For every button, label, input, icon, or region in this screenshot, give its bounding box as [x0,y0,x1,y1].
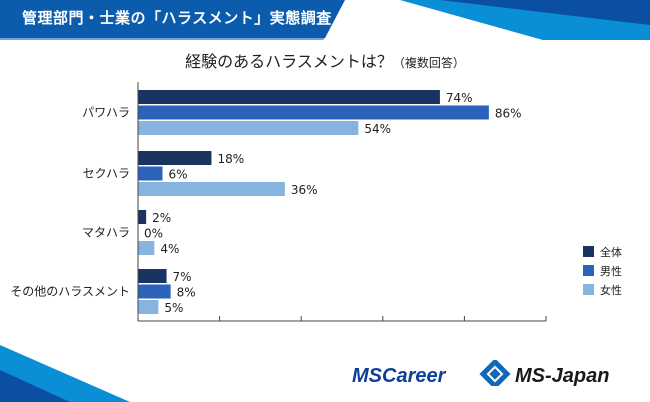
header-banner [0,0,650,40]
bar [138,300,159,314]
logos: MSCareer MS-Japan [352,360,609,386]
data-label: 18% [217,152,244,166]
bar [138,121,359,135]
bar [138,105,489,120]
category-label: セクハラ [83,167,130,181]
legend-label: 男性 [600,264,622,278]
data-label: 7% [173,270,192,284]
data-label: 36% [291,183,318,197]
ms-japan-logo-mark [479,360,511,386]
legend-label: 全体 [600,245,622,259]
data-label: 0% [144,227,163,241]
bar [138,166,163,181]
data-label: 4% [160,242,179,256]
bar [138,269,167,283]
header-title: 管理部門・士業の「ハラスメント」実態調査 [22,9,332,27]
data-label: 54% [364,122,391,136]
bar [138,90,440,104]
category-label: マタハラ [82,226,130,240]
data-label: 8% [177,286,196,300]
legend-label: 女性 [600,283,622,297]
chart-title-text: 経験のあるハラスメントは？ [185,52,393,71]
chart-title: 経験のあるハラスメントは？（複数回答） [0,48,650,72]
data-label: 86% [495,107,522,121]
data-label: 74% [446,91,473,105]
bar [138,284,171,299]
legend-swatch [583,265,594,276]
category-label: パワハラ [82,106,130,120]
bar [138,241,155,255]
data-label: 5% [164,301,183,315]
data-label: 6% [168,168,187,182]
data-label: 2% [152,211,171,225]
bar [138,151,212,165]
chart-subtitle: （複数回答） [392,56,465,70]
bar [138,182,285,196]
legend-swatch [583,284,594,295]
bar [138,210,147,224]
mscareer-logo: MSCareer [352,365,447,386]
legend-swatch [583,246,594,257]
category-label: その他のハラスメント [10,285,130,299]
ms-japan-logo: MS-Japan [515,365,609,386]
